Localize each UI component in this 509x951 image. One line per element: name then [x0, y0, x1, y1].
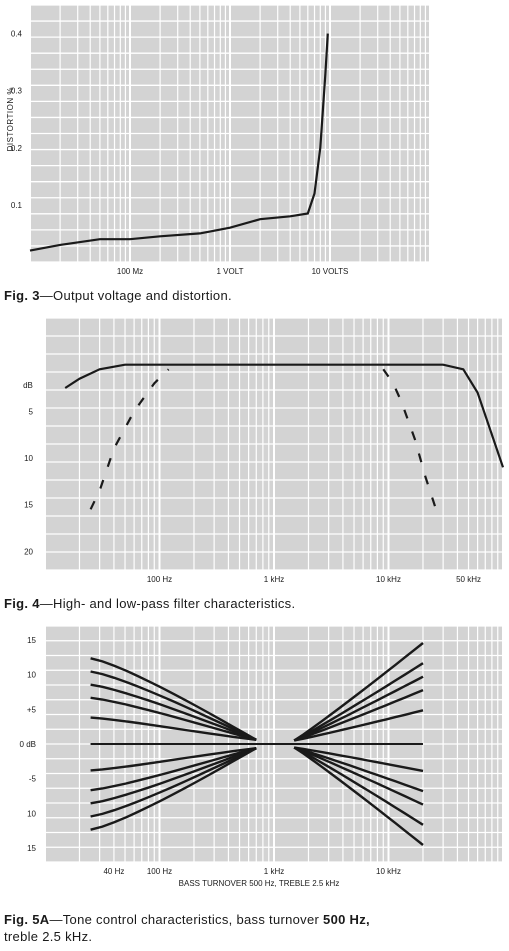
figure-3-label: Fig. 3: [4, 288, 40, 303]
figure-5a-caption-text-2: treble 2.5 kHz.: [4, 929, 93, 944]
x-tick-label: 40 Hz: [103, 867, 124, 876]
bass-curve: [90, 747, 257, 772]
figure-4: dB 5 10 15 20 100 Hz 1 kHz 10 kHz 50 kHz Fig. 4—…: [0, 312, 509, 622]
figure-5a-caption-bold: 500 Hz,: [323, 912, 370, 927]
figure-4-caption: Fig. 4—High- and low-pass filter charact…: [4, 595, 295, 612]
x-tick-label: 100 Hz: [147, 575, 172, 584]
treble-curve: [293, 746, 424, 806]
treble-curve: [293, 746, 424, 793]
y-tick-label: 20: [24, 547, 33, 556]
y-tick-label: +5: [27, 705, 37, 714]
bass-curve: [90, 747, 257, 831]
treble-curve: [293, 746, 424, 826]
bass-curve: [90, 747, 257, 805]
y-tick-label: 0.2: [11, 144, 23, 153]
figure-5a-caption: Fig. 5A—Tone control characteristics, ba…: [4, 911, 370, 945]
treble-curve: [293, 709, 424, 742]
y-tick-label: 15: [24, 501, 33, 510]
response-curve: [64, 363, 505, 468]
treble-curve: [294, 746, 424, 773]
x-tick-label: 10 kHz: [376, 867, 401, 876]
y-tick-label: 5: [29, 407, 34, 416]
bass-curve: [90, 683, 257, 741]
y-tick-label: 0 dB: [20, 740, 36, 749]
figure-3-caption: Fig. 3—Output voltage and distortion.: [4, 287, 232, 304]
figure-5a: 15 10 +5 0 dB -5 10 15 40 Hz 100 Hz 1 kHz 10 kHz BA…: [0, 618, 509, 951]
y-tick-label: 0.3: [11, 87, 23, 96]
bass-curve: [90, 696, 257, 741]
y-tick-label: 15: [27, 636, 36, 645]
y-tick-label: 0.1: [11, 201, 23, 210]
filter-chart: dB 5 10 15 20 100 Hz 1 kHz 10 kHz 50 kHz: [23, 317, 505, 584]
tone-control-chart: 15 10 +5 0 dB -5 10 15 40 Hz 100 Hz 1 kHz 10 kHz BA…: [20, 625, 504, 888]
treble-curve: [293, 746, 424, 846]
x-tick-label: 10 kHz: [376, 575, 401, 584]
lowpass-curve: [382, 368, 438, 510]
x-tick-label: 1 VOLT: [217, 267, 244, 276]
y-tick-label: 0.4: [11, 30, 23, 39]
x-axis-label: BASS TURNOVER 500 Hz, TREBLE 2.5 kHz: [179, 879, 340, 888]
bass-curve: [90, 657, 257, 741]
y-tick-label: 10: [27, 671, 36, 680]
treble-curve: [293, 642, 424, 742]
treble-curve: [293, 688, 424, 742]
bass-curve: [90, 747, 257, 818]
bass-curve: [90, 670, 257, 741]
figure-3-caption-text: —Output voltage and distortion.: [39, 288, 232, 303]
x-tick-label: 10 VOLTS: [312, 267, 349, 276]
treble-curve: [293, 675, 424, 742]
x-tick-label: 100 Mz: [117, 267, 143, 276]
figure-5a-caption-text-1: —Tone control characteristics, bass turn…: [49, 912, 324, 927]
treble-curve: [293, 662, 424, 742]
figure-5a-label: Fig. 5A: [4, 912, 50, 927]
x-tick-label: 1 kHz: [264, 575, 284, 584]
figure-3: 0.4 0.3 0.2 0.1 DISTORTION % 100 Mz 1 VOLT 10 V…: [0, 0, 509, 325]
y-axis-label: dB: [23, 381, 33, 390]
y-tick-label: 10: [24, 454, 33, 463]
distortion-chart: 0.4 0.3 0.2 0.1 DISTORTION % 100 Mz 1 VOLT 10 V…: [6, 4, 431, 276]
bass-curve: [90, 716, 257, 741]
x-tick-label: 50 kHz: [456, 575, 481, 584]
x-tick-label: 1 kHz: [264, 867, 284, 876]
x-tick-label: 100 Hz: [147, 867, 172, 876]
y-tick-label: -5: [29, 775, 37, 784]
distortion-curve: [29, 33, 329, 252]
y-axis-label: DISTORTION %: [6, 87, 15, 151]
figure-4-caption-text: —High- and low-pass filter characteristi…: [39, 596, 296, 611]
highpass-curve: [89, 368, 170, 510]
bass-curve: [90, 747, 257, 792]
figure-4-label: Fig. 4: [4, 596, 40, 611]
y-tick-label: 10: [27, 809, 36, 818]
y-tick-label: 15: [27, 844, 36, 853]
